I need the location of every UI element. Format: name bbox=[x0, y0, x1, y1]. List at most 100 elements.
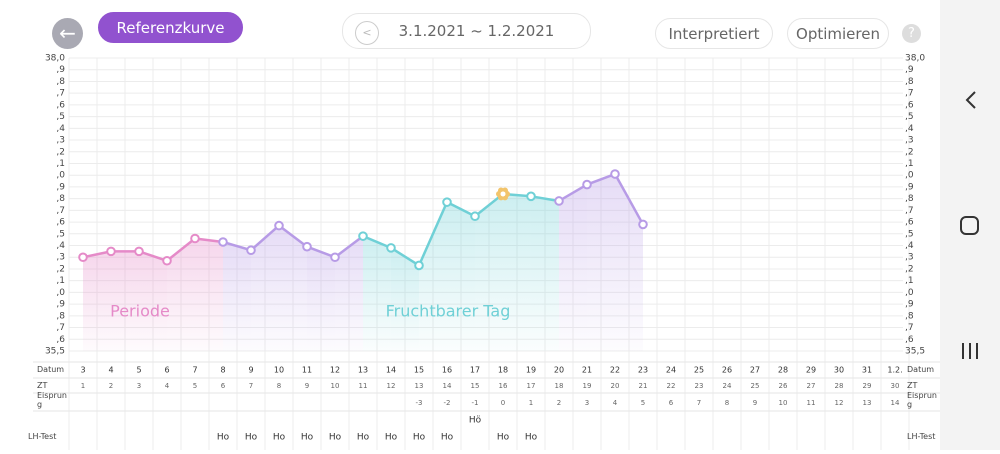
y-tick-label: ,6 bbox=[56, 335, 65, 345]
date-label: 4 bbox=[108, 366, 113, 375]
y-tick-label: ,3 bbox=[56, 136, 65, 146]
y-tick-label-right: ,6 bbox=[905, 335, 914, 345]
y-tick-label: ,6 bbox=[56, 218, 65, 228]
y-tick-label: ,3 bbox=[56, 253, 65, 263]
data-point bbox=[190, 233, 200, 244]
y-tick-label-right: ,8 bbox=[905, 194, 914, 204]
interpreted-button[interactable]: Interpretiert bbox=[655, 18, 773, 49]
row-label-right: Datum bbox=[907, 365, 935, 374]
lh-test: Ho bbox=[441, 433, 454, 443]
y-tick-label-right: 35,5 bbox=[905, 347, 925, 357]
cycle-day: 3 bbox=[137, 382, 141, 390]
row-label-right: ZT bbox=[907, 381, 918, 390]
area-segment bbox=[363, 236, 391, 351]
ovulation-day: 2 bbox=[557, 399, 561, 407]
y-tick-label-right: ,0 bbox=[905, 171, 914, 181]
nav-recent[interactable] bbox=[962, 343, 978, 359]
lh-test: Ho bbox=[385, 433, 398, 443]
cycle-day: 15 bbox=[471, 382, 480, 390]
date-range[interactable]: < 3.1.2021 ~ 1.2.2021 bbox=[342, 13, 591, 49]
ovulation-day: 5 bbox=[641, 399, 645, 407]
y-tick-label-right: ,4 bbox=[905, 241, 914, 251]
prev-icon[interactable]: < bbox=[355, 21, 379, 45]
y-tick-label-right: ,1 bbox=[905, 159, 914, 169]
cycle-day: 16 bbox=[499, 382, 508, 390]
ovulation-day: -2 bbox=[444, 399, 451, 407]
cycle-day: 12 bbox=[387, 382, 396, 390]
cycle-day: 9 bbox=[305, 382, 309, 390]
row-label: Datum bbox=[37, 365, 65, 374]
line-segment bbox=[278, 224, 308, 248]
y-tick-label: ,9 bbox=[56, 65, 65, 75]
cycle-day: 6 bbox=[221, 382, 226, 390]
y-tick-label: 35,5 bbox=[45, 347, 65, 357]
area-segment bbox=[391, 247, 419, 351]
cycle-day: 17 bbox=[527, 382, 536, 390]
y-tick-label: ,5 bbox=[56, 112, 65, 122]
area-segment bbox=[195, 238, 223, 351]
center bbox=[500, 191, 506, 197]
y-tick-label: ,9 bbox=[56, 300, 65, 310]
cycle-day: 2 bbox=[109, 382, 113, 390]
line-segment bbox=[306, 245, 336, 259]
y-tick-label-right: 38,0 bbox=[905, 54, 925, 64]
cycle-day: 13 bbox=[415, 382, 424, 390]
date-label: 22 bbox=[610, 366, 620, 375]
ovulation-day: 12 bbox=[835, 399, 844, 407]
y-tick-label: 38,0 bbox=[45, 54, 65, 64]
cycle-day: 30 bbox=[891, 382, 900, 390]
date-label: 23 bbox=[638, 366, 648, 375]
cycle-day: 8 bbox=[277, 382, 281, 390]
date-label: 11 bbox=[302, 366, 312, 375]
area-segment bbox=[559, 184, 587, 351]
cycle-day: 20 bbox=[611, 382, 620, 390]
back-button[interactable]: ← bbox=[52, 18, 83, 49]
data-point bbox=[218, 237, 228, 247]
ovulation-day: 0 bbox=[501, 399, 505, 407]
data-point bbox=[330, 252, 340, 263]
date-label: 1.2. bbox=[887, 366, 902, 375]
ovulation-day: 4 bbox=[613, 399, 618, 407]
data-point bbox=[78, 252, 88, 263]
ovulation-day: 13 bbox=[863, 399, 872, 407]
area-segment bbox=[615, 174, 643, 351]
row-label: ZT bbox=[37, 381, 48, 390]
area-segment bbox=[503, 193, 531, 351]
lh-test: Ho bbox=[413, 433, 426, 443]
lh-test: Ho bbox=[273, 433, 286, 443]
area-segment bbox=[447, 202, 475, 351]
area-segment bbox=[279, 225, 307, 351]
data-point bbox=[470, 211, 480, 222]
cycle-day: 14 bbox=[443, 382, 452, 390]
cycle-day: 19 bbox=[583, 382, 592, 390]
chart: 38,0 38,0,9,9,8,8,7,7,6,6,5,5,4,4,3,3,2,2… bbox=[33, 54, 940, 450]
line-segment bbox=[222, 240, 252, 252]
line-segment bbox=[362, 234, 392, 250]
date-label: 27 bbox=[750, 366, 760, 375]
date-label: 18 bbox=[498, 366, 508, 375]
optimize-button[interactable]: Optimieren bbox=[787, 18, 889, 49]
annotation: Fruchtbarer Tag bbox=[386, 302, 511, 321]
y-tick-label: ,5 bbox=[56, 229, 65, 239]
y-tick-label: ,8 bbox=[56, 194, 65, 204]
date-label: 31 bbox=[862, 366, 872, 375]
data-point bbox=[638, 219, 648, 230]
y-tick-label: ,8 bbox=[56, 311, 65, 321]
reference-button[interactable]: Referenzkurve bbox=[98, 12, 243, 43]
ovulation-day: -1 bbox=[472, 399, 479, 407]
y-tick-label-right: ,5 bbox=[905, 229, 914, 239]
nav-back[interactable] bbox=[965, 91, 976, 109]
help-button[interactable]: ? bbox=[902, 24, 921, 43]
date-label: 9 bbox=[248, 366, 253, 375]
nav-home[interactable] bbox=[960, 216, 979, 235]
y-tick-label: ,4 bbox=[56, 124, 65, 134]
cycle-day: 21 bbox=[639, 382, 648, 390]
y-tick-label-right: ,6 bbox=[905, 218, 914, 228]
data-point bbox=[134, 246, 144, 257]
date-label: 16 bbox=[442, 366, 452, 375]
y-tick-label: ,1 bbox=[56, 159, 65, 169]
cycle-day: 11 bbox=[359, 382, 368, 390]
data-point bbox=[162, 255, 172, 266]
data-point bbox=[274, 220, 284, 231]
y-tick-label: ,0 bbox=[56, 171, 65, 181]
